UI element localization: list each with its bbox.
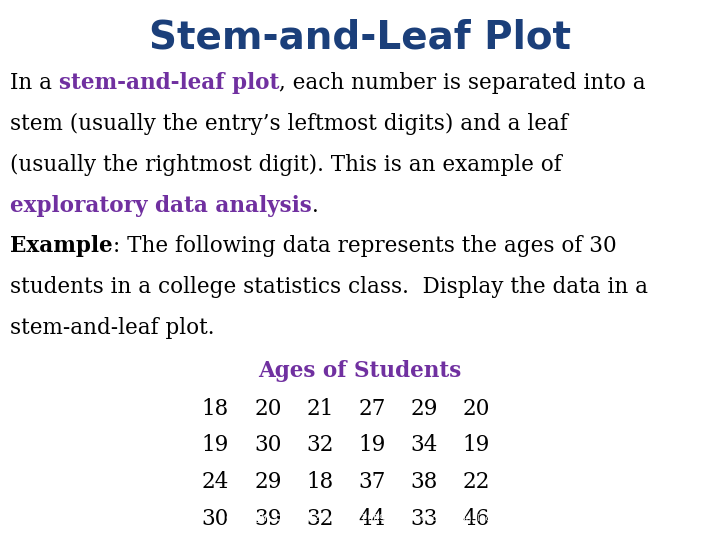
Text: 44: 44 [359,508,386,530]
Text: 57: 57 [685,514,700,523]
Text: 34: 34 [410,435,438,456]
Text: , each number is separated into a: , each number is separated into a [279,72,646,94]
Text: 24: 24 [202,471,229,493]
Text: 22: 22 [462,471,490,493]
Text: 33: 33 [410,508,438,530]
Text: .: . [312,194,318,217]
Text: 30: 30 [254,435,282,456]
Text: Stem-and-Leaf Plot: Stem-and-Leaf Plot [149,18,571,56]
Text: 46: 46 [462,508,490,530]
Text: 29: 29 [410,398,438,420]
Text: Example: Example [10,235,112,258]
Text: 18: 18 [307,471,333,493]
Text: Copyright © 2015, 2012, and 2009 Pearson Education, Inc.: Copyright © 2015, 2012, and 2009 Pearson… [226,514,494,523]
Text: Ages of Students: Ages of Students [258,360,462,382]
Text: 20: 20 [254,398,282,420]
Text: 37: 37 [359,471,386,493]
Text: : The following data represents the ages of 30: : The following data represents the ages… [112,235,616,258]
Text: 32: 32 [306,435,334,456]
Text: ALWAYS LEARNING: ALWAYS LEARNING [14,514,112,523]
Text: 32: 32 [306,508,334,530]
Text: 21: 21 [306,398,333,420]
Text: 19: 19 [462,435,490,456]
Text: 20: 20 [462,398,490,420]
Text: 30: 30 [202,508,229,530]
Text: stem-and-leaf plot: stem-and-leaf plot [59,72,279,94]
Text: (usually the rightmost digit). This is an example of: (usually the rightmost digit). This is a… [10,154,562,176]
Text: 29: 29 [254,471,282,493]
Text: stem-and-leaf plot.: stem-and-leaf plot. [10,317,215,339]
Text: 19: 19 [202,435,229,456]
Text: exploratory data analysis: exploratory data analysis [10,194,312,217]
Text: 39: 39 [254,508,282,530]
Text: 18: 18 [202,398,229,420]
Text: stem (usually the entry’s leftmost digits) and a leaf: stem (usually the entry’s leftmost digit… [10,113,568,135]
Text: 38: 38 [410,471,438,493]
Text: 19: 19 [359,435,386,456]
Text: students in a college statistics class.  Display the data in a: students in a college statistics class. … [10,276,648,299]
Text: In a: In a [10,72,59,94]
Text: 27: 27 [359,398,386,420]
Text: PEARSON: PEARSON [630,509,720,528]
